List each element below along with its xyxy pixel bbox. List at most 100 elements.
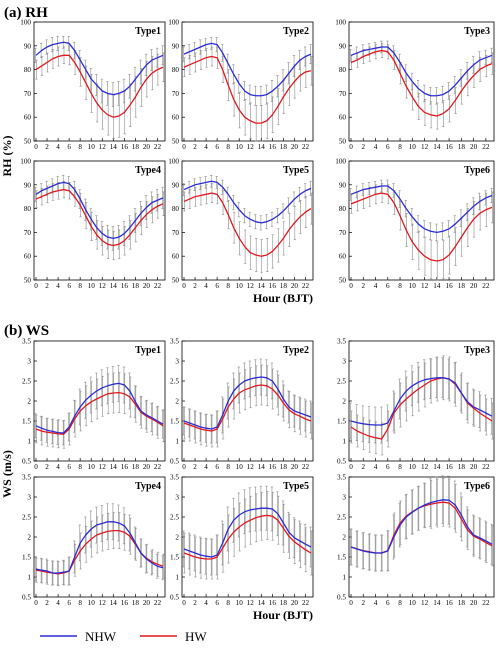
x-tick-label: 4	[56, 282, 60, 290]
x-tick-label: 10	[88, 282, 96, 290]
x-tick-label: 2	[193, 599, 197, 607]
x-tick-label: 20	[291, 282, 299, 290]
y-tick-label: 60	[339, 114, 347, 122]
y-tick-label: 1.5	[170, 554, 179, 562]
y-tick-label: 80	[339, 205, 347, 213]
x-tick-label: 4	[204, 143, 208, 151]
x-tick-label: 6	[67, 599, 71, 607]
error-bars-nhw	[34, 174, 164, 251]
y-tick-label: 2.5	[22, 378, 31, 386]
x-tick-label: 2	[193, 282, 197, 290]
x-tick-label: 12	[247, 599, 255, 607]
error-bars-hw	[35, 372, 165, 449]
x-tick-label: 18	[458, 463, 466, 471]
error-bars-nhw	[349, 40, 493, 105]
x-tick-label: 12	[99, 282, 107, 290]
x-tick-label: 0	[34, 599, 38, 607]
x-tick-label: 4	[204, 599, 208, 607]
y-tick-label: 80	[24, 205, 32, 213]
x-tick-label: 22	[154, 599, 162, 607]
x-tick-label: 2	[361, 463, 365, 471]
section-title-ws: (b) WS	[4, 323, 49, 339]
x-tick-label: 12	[421, 599, 429, 607]
y-tick-label: 2	[342, 398, 346, 406]
y-tick-label: 0.5	[337, 458, 346, 466]
series-line-hw	[183, 55, 312, 124]
y-tick-label: 100	[335, 19, 346, 27]
y-tick-label: 2	[27, 534, 31, 542]
y-tick-label: 1	[175, 574, 179, 582]
panel-title: Type3	[464, 26, 490, 37]
y-tick-label: 0.5	[170, 594, 179, 602]
y-tick-label: 1.5	[22, 554, 31, 562]
y-tick-label: 70	[24, 229, 32, 237]
x-tick-label: 16	[121, 463, 129, 471]
panel-frame	[181, 340, 314, 462]
x-tick-label: 10	[409, 282, 417, 290]
x-tick-label: 14	[110, 282, 118, 290]
x-tick-label: 20	[291, 599, 299, 607]
x-tick-label: 22	[482, 463, 490, 471]
x-tick-label: 4	[374, 143, 378, 151]
panel-title: Type1	[135, 345, 161, 356]
x-tick-label: 2	[45, 143, 49, 151]
x-tick-label: 12	[247, 143, 255, 151]
x-tick-label: 14	[110, 143, 118, 151]
y-tick-label: 70	[172, 229, 180, 237]
y-tick-label: 90	[339, 42, 347, 50]
y-tick-label: 100	[335, 158, 346, 166]
y-tick-label: 3.5	[22, 338, 31, 346]
y-tick-label: 3.5	[170, 338, 179, 346]
x-tick-label: 2	[193, 463, 197, 471]
legend-label-hw: HW	[185, 629, 207, 644]
x-tick-label: 14	[433, 282, 441, 290]
x-tick-label: 12	[247, 282, 255, 290]
x-tick-label: 12	[421, 463, 429, 471]
panel-frame	[33, 21, 166, 142]
x-tick-label: 6	[215, 463, 219, 471]
panel-frame	[181, 21, 314, 142]
y-tick-label: 2	[342, 534, 346, 542]
y-tick-label: 3	[27, 358, 31, 366]
x-tick-label: 8	[398, 282, 402, 290]
error-bars-hw	[350, 477, 494, 572]
x-tick-label: 18	[132, 282, 140, 290]
x-tick-label: 10	[88, 143, 96, 151]
x-tick-label: 12	[421, 143, 429, 151]
series-line-hw	[350, 192, 493, 262]
y-tick-label: 60	[24, 253, 32, 261]
panel-frame	[33, 160, 166, 281]
x-tick-label: 10	[88, 463, 96, 471]
x-tick-label: 4	[204, 282, 208, 290]
x-tick-label: 2	[361, 282, 365, 290]
y-tick-label: 3	[342, 494, 346, 502]
panel-2: 50 60 70 80 90 100 0 2 4 6 8 10 12 14 16 18 20 22 Type2	[168, 19, 314, 151]
x-tick-label: 10	[409, 463, 417, 471]
x-tick-label: 0	[182, 463, 186, 471]
panel-1: 50 60 70 80 90 100 0 2 4 6 8 10 12 14 16 18 20 22 Type1	[20, 19, 166, 151]
y-tick-label: 70	[172, 90, 180, 98]
y-tick-label: 60	[339, 253, 347, 261]
y-tick-label: 1	[175, 438, 179, 446]
x-tick-label: 14	[258, 143, 266, 151]
x-tick-label: 14	[433, 463, 441, 471]
panel-frame	[348, 21, 495, 142]
series-line-nhw	[35, 41, 164, 96]
y-axis-label-ws: WS (m/s)	[0, 450, 14, 498]
series-line-nhw	[350, 499, 493, 554]
panel-5: 50 60 70 80 90 100 0 2 4 6 8 10 12 14 16 18 20 22 Type5	[168, 158, 314, 290]
x-tick-label: 12	[99, 463, 107, 471]
x-tick-label: 4	[56, 143, 60, 151]
x-tick-label: 6	[386, 599, 390, 607]
series-line-nhw	[35, 521, 164, 574]
error-bars-hw	[35, 45, 165, 139]
y-tick-label: 80	[172, 205, 180, 213]
x-tick-label: 22	[482, 143, 490, 151]
y-tick-label: 2	[175, 534, 179, 542]
panel-4: 50 60 70 80 90 100 0 2 4 6 8 10 12 14 16 18 20 22 Type4	[20, 158, 166, 290]
y-tick-label: 3.5	[22, 474, 31, 482]
x-tick-label: 20	[143, 143, 151, 151]
x-tick-label: 14	[433, 599, 441, 607]
